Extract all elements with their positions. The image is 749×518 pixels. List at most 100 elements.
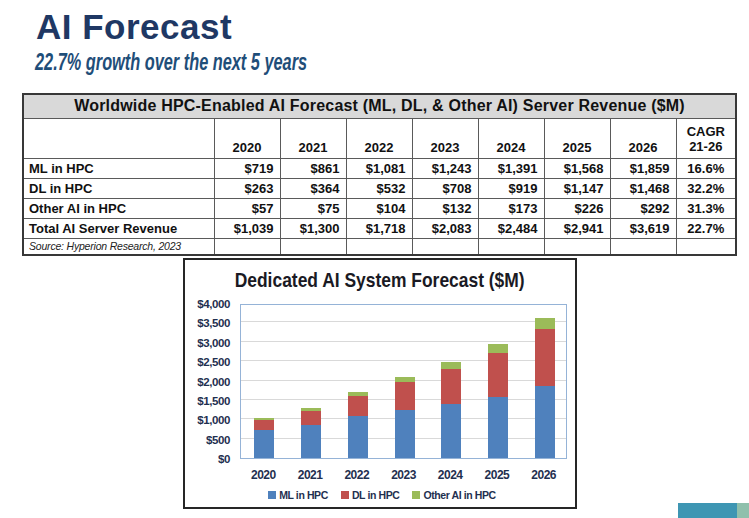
empty-cell: [610, 238, 676, 255]
table-cell: $1,081: [346, 158, 412, 178]
x-axis-label: 2022: [334, 469, 380, 481]
table-cell: $719: [214, 158, 280, 178]
y-axis-label: $1,500: [170, 394, 230, 408]
table-cell: $1,468: [610, 178, 676, 198]
table-cell: $292: [610, 198, 676, 218]
year-header-cell: 2020: [214, 118, 280, 158]
stacked-bar: [535, 318, 555, 458]
row-label: DL in HPC: [23, 178, 214, 198]
legend-item: ML in HPC: [268, 489, 328, 501]
bar-segment: [441, 362, 461, 369]
empty-cell: [280, 238, 346, 255]
legend-label: Other AI in HPC: [423, 489, 495, 501]
y-axis-label: $3,000: [170, 336, 230, 350]
table-cell: $57: [214, 198, 280, 218]
forecast-table: Worldwide HPC-Enabled AI Forecast (ML, D…: [22, 93, 737, 256]
table-title-row: Worldwide HPC-Enabled AI Forecast (ML, D…: [23, 94, 736, 118]
bar-segment: [395, 410, 415, 458]
year-header-cell: 2021: [280, 118, 346, 158]
table-cell: $2,941: [544, 218, 610, 238]
empty-cell: [214, 238, 280, 255]
legend-label: ML in HPC: [279, 489, 328, 501]
y-axis-label: $0: [170, 452, 230, 466]
table-cell: $1,147: [544, 178, 610, 198]
bar-segment: [301, 425, 321, 458]
table-cell: $1,859: [610, 158, 676, 178]
stacked-bar: [348, 392, 368, 459]
page-subtitle: 22.7% growth over the next 5 years: [35, 50, 307, 74]
slide: AI Forecast 22.7% growth over the next 5…: [0, 0, 749, 518]
y-axis-label: $500: [170, 433, 230, 447]
empty-cell: [412, 238, 478, 255]
legend-swatch: [412, 491, 420, 499]
year-header-cell: 2023: [412, 118, 478, 158]
y-axis-label: $4,000: [170, 297, 230, 311]
empty-cell: [676, 238, 736, 255]
table-cell: $919: [478, 178, 544, 198]
stacked-bar: [395, 377, 415, 458]
table-cell: $226: [544, 198, 610, 218]
bar-segment: [254, 430, 274, 458]
bar-segment: [535, 329, 555, 386]
y-axis-label: $2,000: [170, 375, 230, 389]
table-cell: $1,243: [412, 158, 478, 178]
table-cell: $861: [280, 158, 346, 178]
stacked-bar: [441, 362, 461, 458]
year-header-cell: 2026: [610, 118, 676, 158]
x-axis-label: 2020: [240, 469, 286, 481]
bar-segment: [488, 353, 508, 397]
bar-segment: [488, 397, 508, 458]
table-header-row: 2020202120222023202420252026CAGR 21-26: [23, 118, 736, 158]
gridline: [241, 321, 566, 322]
legend-item: DL in HPC: [341, 489, 400, 501]
bar-segment: [535, 318, 555, 329]
table-cell: $708: [412, 178, 478, 198]
table-cell: $532: [346, 178, 412, 198]
y-axis-label: $3,500: [170, 316, 230, 330]
source-row: Source: Hyperion Research, 2023: [23, 238, 736, 255]
year-header-cell: 2025: [544, 118, 610, 158]
table-cell: $1,568: [544, 158, 610, 178]
x-axis-label: 2025: [474, 469, 520, 481]
y-axis-label: $1,000: [170, 413, 230, 427]
empty-cell: [346, 238, 412, 255]
chart-plot-area: [240, 304, 567, 459]
legend-label: DL in HPC: [352, 489, 400, 501]
stacked-bar: [488, 344, 508, 458]
table-cell: $263: [214, 178, 280, 198]
bar-segment: [535, 386, 555, 458]
chart-panel: Dedicated AI System Forecast ($M) 202020…: [183, 258, 577, 509]
gridline: [241, 360, 566, 361]
table-row: Total AI Server Revenue$1,039$1,300$1,71…: [23, 218, 736, 238]
x-axis-label: 2024: [427, 469, 473, 481]
stacked-bar: [301, 408, 321, 458]
accent-bar-tip: [737, 503, 749, 518]
x-axis-label: 2026: [521, 469, 567, 481]
table-title: Worldwide HPC-Enabled AI Forecast (ML, D…: [23, 94, 736, 118]
table-cell: $2,083: [412, 218, 478, 238]
table-cell: $1,391: [478, 158, 544, 178]
stacked-bar: [254, 418, 274, 458]
legend-item: Other AI in HPC: [412, 489, 495, 501]
table-cell: $173: [478, 198, 544, 218]
legend-swatch: [341, 491, 349, 499]
table-cell: $1,039: [214, 218, 280, 238]
table-cell: $75: [280, 198, 346, 218]
table-cell: $1,300: [280, 218, 346, 238]
accent-bar-main: [678, 503, 737, 518]
table-cell: $2,484: [478, 218, 544, 238]
x-axis-label: 2021: [287, 469, 333, 481]
gridline: [241, 341, 566, 342]
y-axis-label: $2,500: [170, 355, 230, 369]
bar-segment: [441, 369, 461, 405]
table-cell: $3,619: [610, 218, 676, 238]
table-row: ML in HPC$719$861$1,081$1,243$1,391$1,56…: [23, 158, 736, 178]
bar-segment: [254, 420, 274, 430]
year-header-cell: 2024: [478, 118, 544, 158]
cagr-cell: 22.7%: [676, 218, 736, 238]
source-label: Source: Hyperion Research, 2023: [23, 238, 214, 255]
table-corner-cell: [23, 118, 214, 158]
empty-cell: [478, 238, 544, 255]
chart-legend: ML in HPC DL in HPC Other AI in HPC: [185, 489, 579, 501]
legend-swatch: [268, 491, 276, 499]
